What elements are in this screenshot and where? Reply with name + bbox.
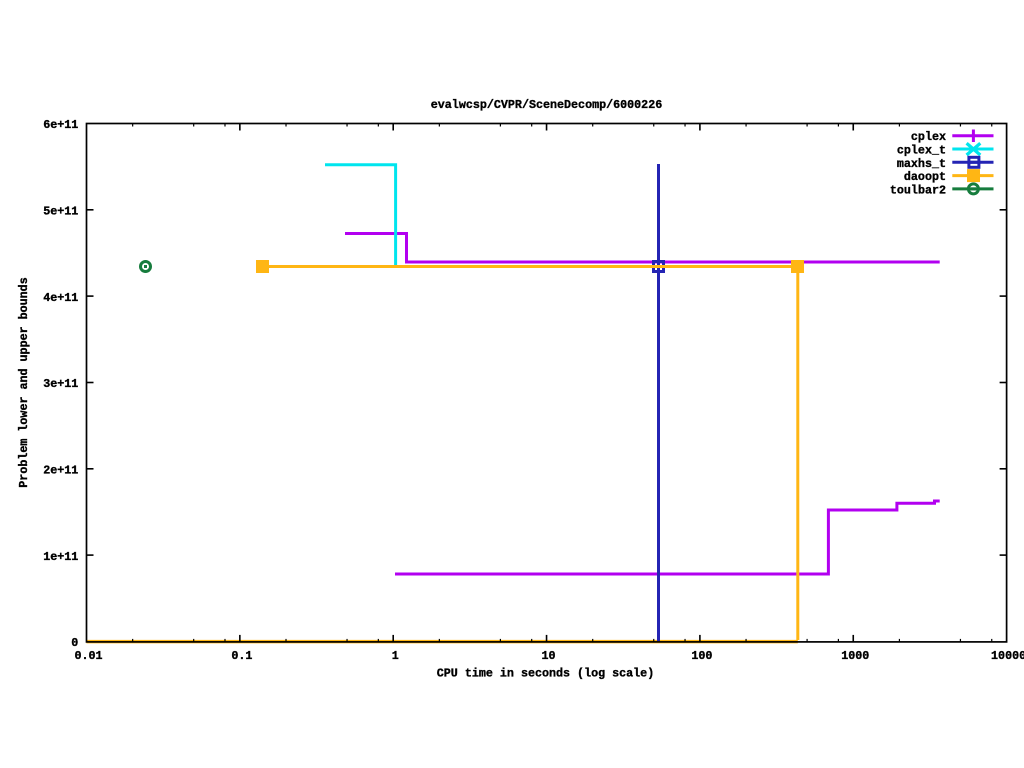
svg-text:evalwcsp/CVPR/SceneDecomp/6000: evalwcsp/CVPR/SceneDecomp/6000226 — [431, 98, 662, 112]
svg-text:3e+11: 3e+11 — [43, 377, 78, 391]
svg-text:toulbar2: toulbar2 — [890, 183, 946, 197]
svg-text:1e+11: 1e+11 — [43, 550, 78, 564]
svg-text:5e+11: 5e+11 — [43, 205, 78, 219]
svg-text:1: 1 — [392, 649, 399, 663]
svg-text:maxhs_t: maxhs_t — [897, 157, 946, 171]
svg-text:4e+11: 4e+11 — [43, 291, 78, 305]
svg-text:cplex: cplex — [911, 130, 946, 144]
svg-text:CPU time in seconds (log scale: CPU time in seconds (log scale) — [437, 667, 654, 681]
svg-text:0.1: 0.1 — [231, 649, 252, 663]
svg-text:0.01: 0.01 — [74, 649, 102, 663]
svg-text:Problem lower and upper bounds: Problem lower and upper bounds — [17, 277, 31, 487]
svg-text:0: 0 — [71, 636, 78, 650]
svg-text:100: 100 — [691, 649, 712, 663]
svg-text:daoopt: daoopt — [904, 170, 946, 184]
svg-text:10: 10 — [542, 649, 556, 663]
svg-text:6e+11: 6e+11 — [43, 118, 78, 132]
svg-text:1000: 1000 — [841, 649, 869, 663]
svg-text:2e+11: 2e+11 — [43, 464, 78, 478]
svg-text:cplex_t: cplex_t — [897, 144, 946, 158]
svg-text:10000: 10000 — [991, 649, 1024, 663]
